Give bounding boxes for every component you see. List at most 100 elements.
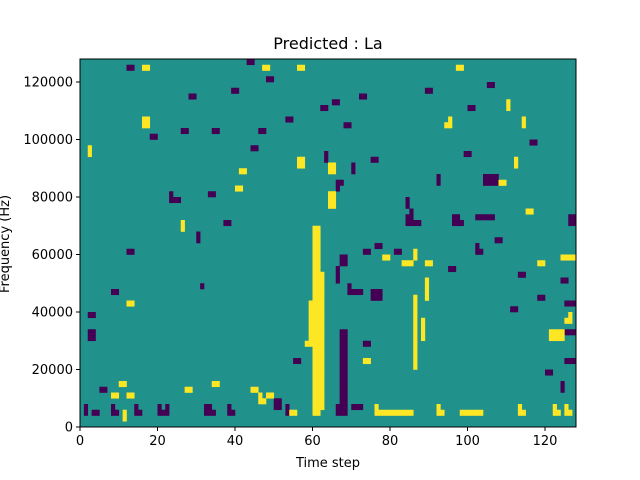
x-tick-label: 20: [149, 434, 166, 449]
heatmap-cell-low: [335, 99, 340, 106]
heatmap-cell-high: [498, 179, 503, 186]
heatmap-cell-low: [405, 202, 410, 209]
heatmap-cell-high: [316, 294, 321, 301]
heatmap-cell-high: [238, 168, 244, 175]
heatmap-cell-high: [514, 162, 519, 169]
heatmap-cell-high: [421, 323, 426, 330]
heatmap-cell-high: [413, 317, 418, 324]
heatmap-cell-high: [312, 317, 317, 324]
heatmap-cell-high: [312, 329, 317, 336]
heatmap-cell-low: [83, 409, 89, 416]
heatmap-cell-low: [355, 404, 360, 411]
heatmap-cell-low: [486, 82, 492, 89]
heatmap-cell-high: [312, 300, 317, 307]
heatmap-cell-high: [312, 392, 317, 399]
heatmap-cell-low: [455, 220, 461, 227]
heatmap-cell-low: [452, 220, 457, 227]
heatmap-cell-high: [320, 289, 325, 296]
heatmap-cell-low: [99, 386, 104, 393]
heatmap-cell-high: [424, 289, 430, 296]
heatmap-cell-high: [297, 162, 302, 169]
heatmap-cell-high: [328, 191, 333, 198]
heatmap-cell-high: [316, 306, 321, 313]
heatmap-cell-high: [320, 323, 325, 330]
heatmap-cell-low: [339, 381, 344, 388]
heatmap-cell-high: [312, 266, 317, 273]
heatmap-cell-low: [517, 271, 523, 278]
heatmap-cell-high: [312, 323, 317, 330]
heatmap-cell-low: [246, 59, 251, 66]
heatmap-cell-low: [378, 289, 383, 296]
heatmap-cell-low: [475, 243, 480, 250]
heatmap-cell-low: [548, 369, 554, 376]
heatmap-cell-low: [227, 220, 232, 227]
heatmap-cell-high: [405, 409, 410, 416]
heatmap-cell-low: [343, 329, 348, 336]
heatmap-cell-high: [126, 300, 131, 307]
heatmap-cell-high: [378, 409, 383, 416]
heatmap-cell-low: [173, 197, 178, 204]
heatmap-cell-low: [494, 174, 499, 181]
heatmap-cell-high: [316, 289, 321, 296]
heatmap-cell-low: [370, 289, 375, 296]
heatmap-cell-low: [397, 248, 402, 255]
y-axis-label: Frequency (Hz): [0, 195, 13, 293]
heatmap-cell-low: [126, 248, 131, 255]
heatmap-cell-high: [448, 122, 453, 129]
heatmap-cell-low: [564, 358, 569, 365]
heatmap-cell-high: [312, 260, 317, 267]
heatmap-cell-low: [560, 381, 565, 388]
heatmap-cell-low: [180, 128, 185, 135]
heatmap-cell-low: [111, 409, 116, 416]
heatmap-cell-high: [312, 352, 317, 359]
heatmap-cell-high: [142, 64, 147, 71]
heatmap-cell-high: [331, 162, 337, 169]
heatmap-cell-low: [339, 352, 344, 359]
heatmap-cell-low: [483, 214, 488, 221]
heatmap-cell-high: [312, 404, 317, 411]
heatmap-cell-high: [471, 409, 476, 416]
heatmap-cell-high: [386, 409, 391, 416]
heatmap-cell-low: [545, 369, 550, 376]
heatmap-cell-low: [211, 191, 216, 198]
heatmap-cell-high: [145, 122, 151, 129]
heatmap-cell-low: [277, 398, 282, 405]
heatmap-cell-low: [188, 93, 193, 100]
heatmap-cell-high: [421, 329, 426, 336]
heatmap-cell-low: [335, 271, 340, 278]
heatmap-cell-high: [316, 346, 321, 353]
heatmap-cell-high: [514, 156, 519, 163]
heatmap-cell-high: [320, 306, 325, 313]
heatmap-cell-high: [564, 409, 569, 416]
heatmap-cell-low: [285, 409, 290, 416]
heatmap-cell-low: [130, 248, 135, 255]
x-tick-label: 120: [533, 434, 558, 449]
heatmap-cell-high: [312, 375, 317, 382]
heatmap-cell-high: [250, 386, 255, 393]
heatmap-cell-low: [176, 197, 182, 204]
heatmap-cell-high: [316, 375, 321, 382]
heatmap-cell-high: [552, 329, 557, 336]
heatmap-cell-low: [455, 214, 461, 221]
heatmap-cell-high: [300, 64, 306, 71]
heatmap-cell-low: [343, 122, 348, 129]
heatmap-cell-high: [184, 386, 189, 393]
heatmap-cell-low: [537, 294, 542, 301]
heatmap-cell-high: [320, 312, 325, 319]
heatmap-cell-high: [552, 404, 557, 411]
heatmap-cell-high: [568, 254, 573, 261]
heatmap-cell-low: [343, 381, 348, 388]
heatmap-cell-high: [564, 317, 569, 324]
heatmap-cell-low: [324, 151, 329, 158]
heatmap-cell-high: [122, 415, 127, 422]
heatmap-cell-low: [436, 179, 441, 186]
heatmap-cell-low: [521, 271, 526, 278]
heatmap-cell-low: [475, 248, 480, 255]
heatmap-cell-low: [343, 335, 348, 342]
y-tick-label: 40000: [32, 306, 73, 321]
heatmap-cell-high: [320, 283, 325, 290]
heatmap-cell-high: [413, 312, 418, 319]
heatmap-cell-high: [517, 409, 523, 416]
heatmap-cell-low: [564, 329, 569, 336]
heatmap-cell-high: [312, 237, 317, 244]
